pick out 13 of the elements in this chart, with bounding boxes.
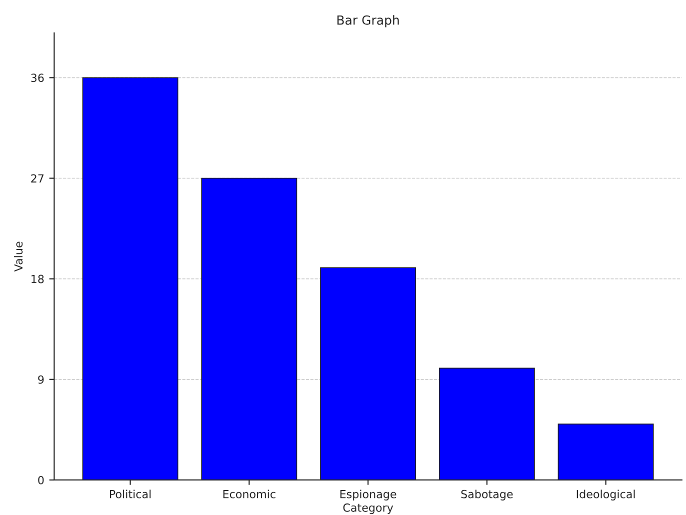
- x-tick-label: Economic: [223, 490, 276, 498]
- x-tick-label: Espionage: [340, 490, 396, 500]
- y-tick-label: 27: [31, 174, 44, 182]
- y-axis-title: Value: [14, 242, 23, 272]
- x-axis-title: Category: [343, 503, 394, 514]
- y-tick-label: 18: [32, 274, 44, 284]
- chart-title: Bar Graph: [337, 15, 399, 28]
- x-tick-label: Sabotage: [461, 490, 513, 500]
- y-tick-label: 0: [38, 476, 44, 484]
- y-tick-label: 9: [38, 375, 44, 384]
- y-tick-label: 36: [31, 74, 44, 82]
- x-tick-label: Political: [110, 490, 151, 498]
- x-tick-label: Ideological: [576, 490, 635, 500]
